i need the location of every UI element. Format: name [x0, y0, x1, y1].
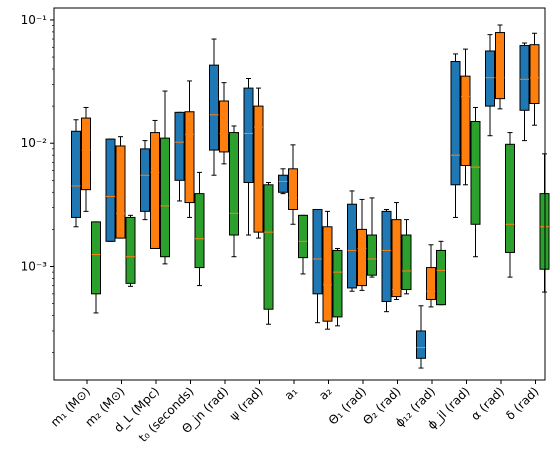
box-1-12 [495, 24, 505, 110]
x-category-label: a₁ [282, 384, 301, 403]
box-body [125, 216, 136, 284]
box-0-6 [278, 168, 288, 195]
box-1-0 [81, 106, 91, 212]
plot-frame [53, 7, 546, 381]
box-0-9 [381, 208, 392, 313]
box-0-5 [243, 77, 254, 236]
box-0-1 [105, 138, 116, 242]
x-category-label: ψ (rad) [227, 384, 266, 423]
box-body [174, 111, 185, 181]
box-body [115, 145, 126, 239]
box-0-3 [174, 111, 185, 202]
box-1-2 [150, 119, 160, 249]
box-body [219, 100, 229, 153]
box-0-11 [450, 53, 461, 218]
box-1-10 [426, 244, 436, 308]
box-body [229, 132, 239, 236]
box-body [105, 138, 116, 242]
box-body [288, 168, 298, 210]
box-body [357, 228, 367, 287]
box-body [312, 208, 323, 295]
box-body [347, 203, 357, 289]
box-2-11 [470, 106, 481, 258]
box-0-0 [71, 119, 81, 228]
box-0-8 [347, 190, 357, 292]
box-0-10 [416, 305, 426, 369]
y-axis: 10⁻³ 10⁻² 10⁻¹ [21, 13, 54, 354]
box-body [529, 44, 540, 104]
y-tick-label: 10⁻² [21, 136, 48, 150]
box-body [519, 45, 530, 111]
box-body [485, 50, 495, 107]
box-2-8 [367, 197, 377, 278]
box-body [253, 105, 264, 233]
y-tick-label: 10⁻³ [21, 259, 48, 273]
box-body [460, 75, 471, 166]
box-body [470, 121, 481, 225]
x-axis: m₁ (M⊙)m₂ (M⊙)d_L (Mpc)t₀ (seconds)Θ_jn … [48, 380, 542, 445]
box-2-10 [436, 240, 446, 306]
box-2-3 [194, 171, 205, 287]
x-category-label: a₂ [316, 384, 335, 403]
box-body [71, 130, 81, 218]
box-body [140, 148, 150, 212]
box-1-13 [529, 32, 540, 126]
box-2-12 [505, 132, 515, 278]
box-1-7 [322, 210, 333, 330]
box-body [426, 267, 436, 300]
box-body [81, 117, 91, 191]
box-2-0 [91, 221, 101, 314]
box-body [209, 64, 219, 151]
box-body [332, 249, 343, 318]
box-body [160, 137, 170, 258]
box-2-2 [160, 90, 170, 265]
box-body [263, 184, 274, 310]
y-tick-label: 10⁻¹ [21, 13, 48, 27]
box-1-5 [253, 87, 264, 239]
box-0-4 [209, 38, 219, 176]
box-body [436, 249, 446, 306]
box-2-7 [332, 247, 343, 327]
box-0-2 [140, 140, 150, 221]
box-1-3 [184, 80, 195, 218]
box-body [243, 87, 254, 184]
box-2-1 [125, 214, 136, 287]
x-category-label: δ (rad) [503, 384, 541, 422]
box-body [495, 32, 505, 100]
box-1-9 [391, 202, 402, 300]
box-1-1 [115, 136, 126, 239]
box-1-4 [219, 82, 229, 165]
box-body [91, 221, 101, 295]
box-1-8 [357, 198, 367, 291]
box-1-6 [288, 144, 298, 225]
box-2-9 [401, 219, 412, 295]
box-body [391, 219, 402, 298]
box-0-13 [519, 42, 530, 142]
box-1-11 [460, 48, 471, 186]
plot-marks [71, 24, 550, 369]
box-body [278, 174, 288, 193]
x-category-label: α (rad) [468, 384, 507, 423]
box-body [150, 132, 160, 249]
box-body [367, 234, 377, 276]
box-body [401, 234, 412, 291]
box-0-7 [312, 208, 323, 324]
box-0-12 [485, 34, 495, 137]
box-body [184, 111, 195, 204]
box-body [298, 214, 308, 259]
box-body [505, 143, 515, 253]
box-body [450, 61, 461, 186]
box-2-4 [229, 125, 239, 258]
box-body [416, 330, 426, 359]
box-2-5 [263, 182, 274, 325]
box-body [381, 210, 392, 302]
box-body [194, 193, 205, 269]
box-2-6 [298, 214, 308, 275]
box-body [322, 226, 333, 322]
